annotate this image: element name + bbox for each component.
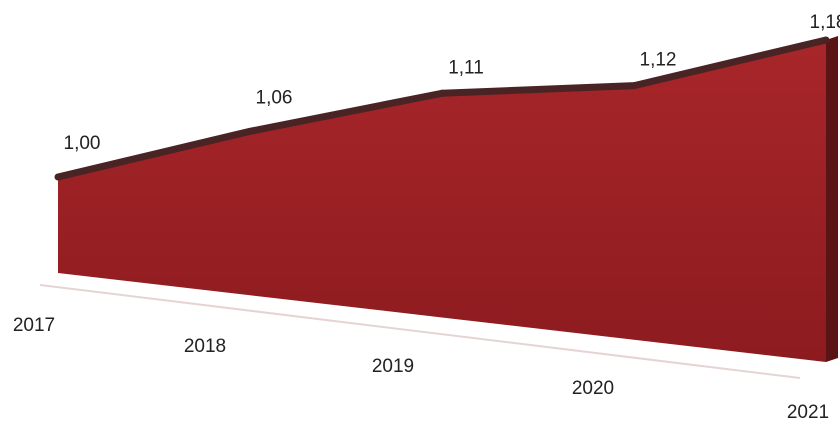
data-label-2017: 1,00 — [64, 133, 101, 154]
x-tick-2017: 2017 — [13, 315, 55, 336]
floor-line — [39, 284, 801, 379]
data-point-2019 — [438, 89, 446, 97]
x-tick-2020: 2020 — [572, 378, 614, 399]
data-label-2019: 1,11 — [448, 57, 484, 78]
x-tick-2018: 2018 — [184, 336, 226, 357]
area-side-face — [826, 36, 838, 362]
x-tick-2019: 2019 — [372, 356, 414, 377]
data-label-2020: 1,12 — [640, 50, 677, 71]
data-label-2018: 1,06 — [256, 87, 293, 108]
x-tick-2021: 2021 — [787, 402, 829, 423]
data-point-2017 — [54, 173, 62, 181]
data-point-2018 — [246, 127, 254, 135]
area-series-front — [58, 40, 826, 362]
data-point-2021 — [822, 36, 830, 44]
data-point-2020 — [630, 82, 638, 90]
data-label-2021: 1,18 — [810, 12, 840, 33]
